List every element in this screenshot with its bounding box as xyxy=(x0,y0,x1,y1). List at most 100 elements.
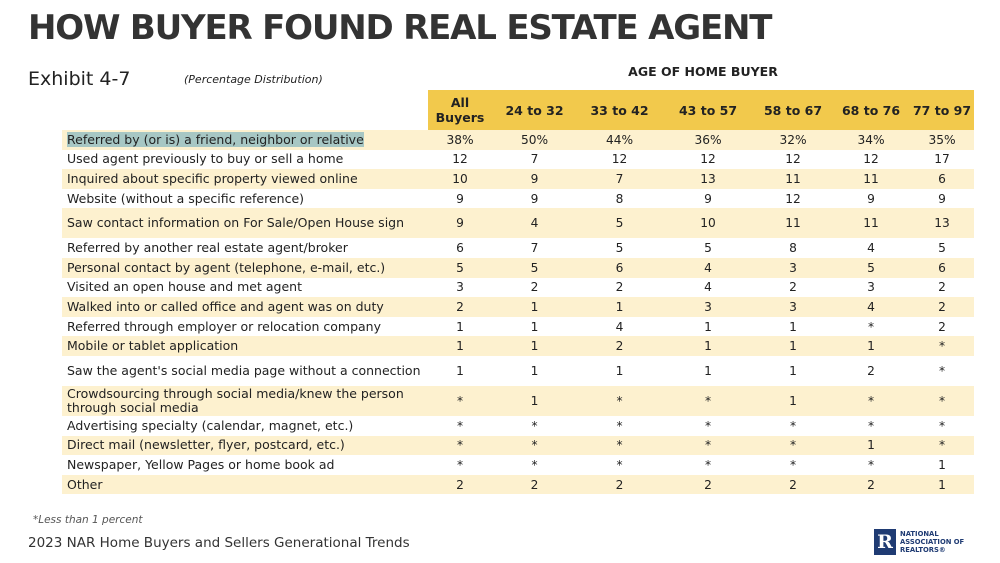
table-cell: 1 xyxy=(754,385,832,416)
table-row: Direct mail (newsletter, flyer, postcard… xyxy=(62,435,974,456)
table-cell: 12 xyxy=(662,149,754,170)
table-cell: 4 xyxy=(832,297,910,317)
table-cell: * xyxy=(910,355,974,386)
table-cell: 44% xyxy=(577,130,662,150)
subtitle: (Percentage Distribution) xyxy=(184,73,323,86)
table-row: Advertising specialty (calendar, magnet,… xyxy=(62,415,974,436)
table-cell: * xyxy=(754,415,832,436)
table-cell: * xyxy=(754,455,832,475)
table-cell: * xyxy=(910,415,974,436)
table-cell: * xyxy=(428,415,492,436)
table-cell: 11 xyxy=(832,169,910,189)
table-cell: 1 xyxy=(577,355,662,386)
table-cell: 3 xyxy=(662,297,754,317)
table-cell: 10 xyxy=(662,208,754,239)
table-cell: 2 xyxy=(832,355,910,386)
column-header: 58 to 67 xyxy=(754,90,832,130)
table-row: Referred through employer or relocation … xyxy=(62,316,974,337)
row-label: Advertising specialty (calendar, magnet,… xyxy=(62,415,428,436)
table-cell: 1 xyxy=(492,385,577,416)
table-cell: 34% xyxy=(832,130,910,150)
table-cell: 3 xyxy=(754,297,832,317)
table-cell: 1 xyxy=(492,316,577,337)
table-row: Used agent previously to buy or sell a h… xyxy=(62,149,974,170)
table-cell: 6 xyxy=(910,169,974,189)
table-body: Referred by (or is) a friend, neighbor o… xyxy=(62,130,974,495)
header-blank xyxy=(62,90,428,130)
table-cell: 7 xyxy=(492,149,577,170)
row-label: Mobile or tablet application xyxy=(62,336,428,356)
age-group-header: AGE OF HOME BUYER xyxy=(628,64,778,79)
table-row: Inquired about specific property viewed … xyxy=(62,169,974,189)
table-cell: 6 xyxy=(428,238,492,258)
table-cell: 4 xyxy=(662,257,754,278)
table-row: Referred by another real estate agent/br… xyxy=(62,238,974,258)
table-cell: 9 xyxy=(910,188,974,209)
table-cell: 3 xyxy=(754,257,832,278)
table-cell: * xyxy=(492,455,577,475)
table-cell: 1 xyxy=(492,297,577,317)
row-label: Direct mail (newsletter, flyer, postcard… xyxy=(62,435,428,456)
table-cell: 6 xyxy=(910,257,974,278)
row-label: Referred through employer or relocation … xyxy=(62,316,428,337)
logo-line: REALTORS® xyxy=(900,546,946,554)
row-label: Website (without a specific reference) xyxy=(62,188,428,209)
table-cell: 13 xyxy=(910,208,974,239)
table-cell: 7 xyxy=(577,169,662,189)
table-row: Other 2 2 2 2 2 2 1 xyxy=(62,474,974,495)
table-cell: 36% xyxy=(662,130,754,150)
row-label: Other xyxy=(62,474,428,495)
row-label: Walked into or called office and agent w… xyxy=(62,297,428,317)
table-cell: * xyxy=(577,435,662,456)
row-label: Newspaper, Yellow Pages or home book ad xyxy=(62,455,428,475)
table-row: Personal contact by agent (telephone, e-… xyxy=(62,257,974,278)
row-label: Personal contact by agent (telephone, e-… xyxy=(62,257,428,278)
table-row: Visited an open house and met agent 3 2 2 4 2… xyxy=(62,277,974,298)
column-header: 68 to 76 xyxy=(832,90,910,130)
column-header: 77 to 97 xyxy=(910,90,974,130)
table-cell: 2 xyxy=(832,474,910,495)
table-cell: * xyxy=(577,455,662,475)
table-cell: 2 xyxy=(492,277,577,298)
table-cell: 3 xyxy=(832,277,910,298)
logo-line: NATIONAL xyxy=(900,530,939,538)
table-cell: * xyxy=(577,415,662,436)
table-cell: 4 xyxy=(492,208,577,239)
table-cell: 6 xyxy=(577,257,662,278)
table-cell: * xyxy=(492,415,577,436)
row-label: Referred by another real estate agent/br… xyxy=(62,238,428,258)
table-cell: 2 xyxy=(428,297,492,317)
table-cell: * xyxy=(832,455,910,475)
table-cell: 2 xyxy=(662,474,754,495)
table-cell: 2 xyxy=(910,277,974,298)
table-cell: 12 xyxy=(428,149,492,170)
table-cell: 13 xyxy=(662,169,754,189)
row-label: Referred by (or is) a friend, neighbor o… xyxy=(62,130,428,150)
table-cell: * xyxy=(428,455,492,475)
table-cell: 10 xyxy=(428,169,492,189)
header-row: All Buyers 24 to 32 33 to 42 43 to 57 58 to … xyxy=(62,90,974,130)
table-cell: * xyxy=(428,385,492,416)
table-cell: 5 xyxy=(428,257,492,278)
logo-line: ASSOCIATION OF xyxy=(900,538,965,546)
table-cell: 12 xyxy=(754,149,832,170)
logo-text: NATIONAL ASSOCIATION OF REALTORS® xyxy=(900,530,964,554)
table-cell: 9 xyxy=(492,188,577,209)
table-cell: * xyxy=(910,435,974,456)
table-cell: 2 xyxy=(754,474,832,495)
table-cell: * xyxy=(662,455,754,475)
table-row: Walked into or called office and agent w… xyxy=(62,297,974,317)
table-cell: 1 xyxy=(662,355,754,386)
row-label: Saw the agent's social media page withou… xyxy=(62,355,428,386)
table-cell: 1 xyxy=(428,316,492,337)
table-row: Website (without a specific reference) 9 9… xyxy=(62,188,974,209)
exhibit-label: Exhibit 4-7 xyxy=(28,68,131,90)
row-label: Used agent previously to buy or sell a h… xyxy=(62,149,428,170)
table-cell: * xyxy=(910,385,974,416)
table-row: Newspaper, Yellow Pages or home book ad *… xyxy=(62,455,974,475)
row-label: Inquired about specific property viewed … xyxy=(62,169,428,189)
table-cell: 5 xyxy=(577,238,662,258)
table-cell: 4 xyxy=(832,238,910,258)
table-cell: 9 xyxy=(428,208,492,239)
table-cell: 38% xyxy=(428,130,492,150)
